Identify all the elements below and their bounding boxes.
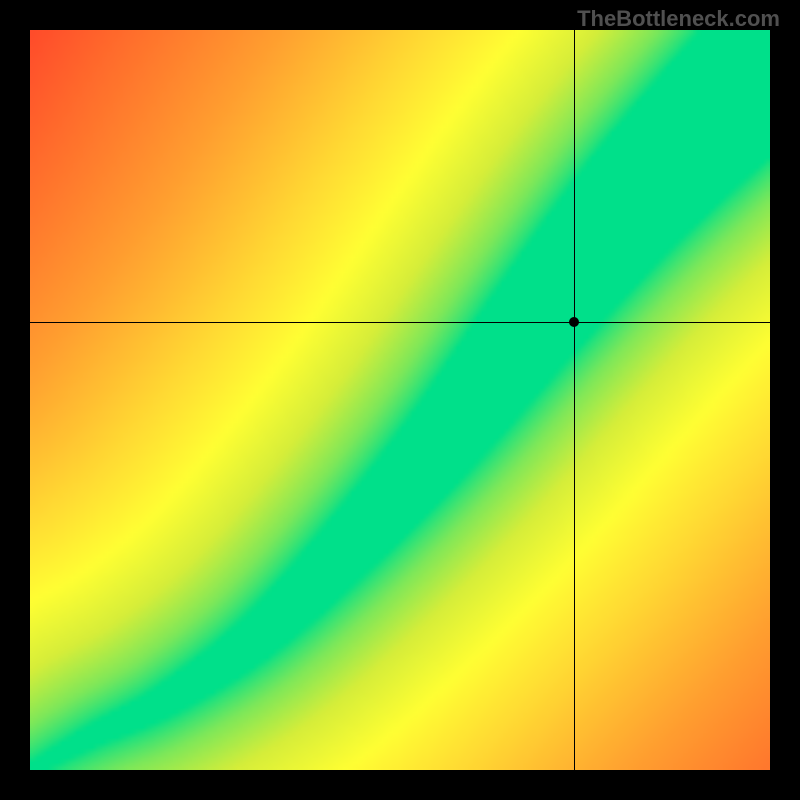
heatmap-plot [30,30,770,770]
watermark-text: TheBottleneck.com [577,6,780,32]
crosshair-horizontal [30,322,770,323]
crosshair-vertical [574,30,575,770]
crosshair-marker [569,317,579,327]
heatmap-canvas [30,30,770,770]
